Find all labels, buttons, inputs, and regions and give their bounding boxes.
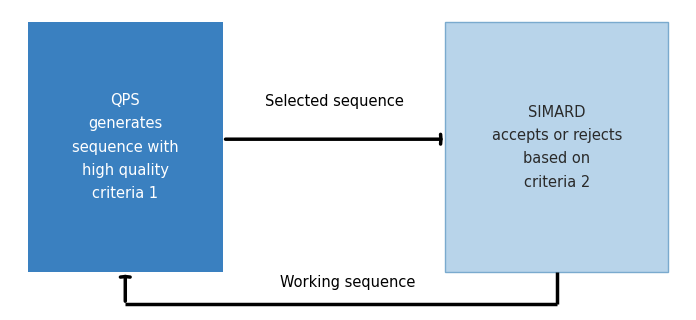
FancyBboxPatch shape [28,22,223,272]
Text: QPS
generates
sequence with
high quality
criteria 1: QPS generates sequence with high quality… [72,93,179,202]
FancyBboxPatch shape [445,22,668,272]
Text: Selected sequence: Selected sequence [264,94,404,109]
Text: SIMARD
accepts or rejects
based on
criteria 2: SIMARD accepts or rejects based on crite… [491,105,622,190]
Text: Working sequence: Working sequence [280,275,416,290]
